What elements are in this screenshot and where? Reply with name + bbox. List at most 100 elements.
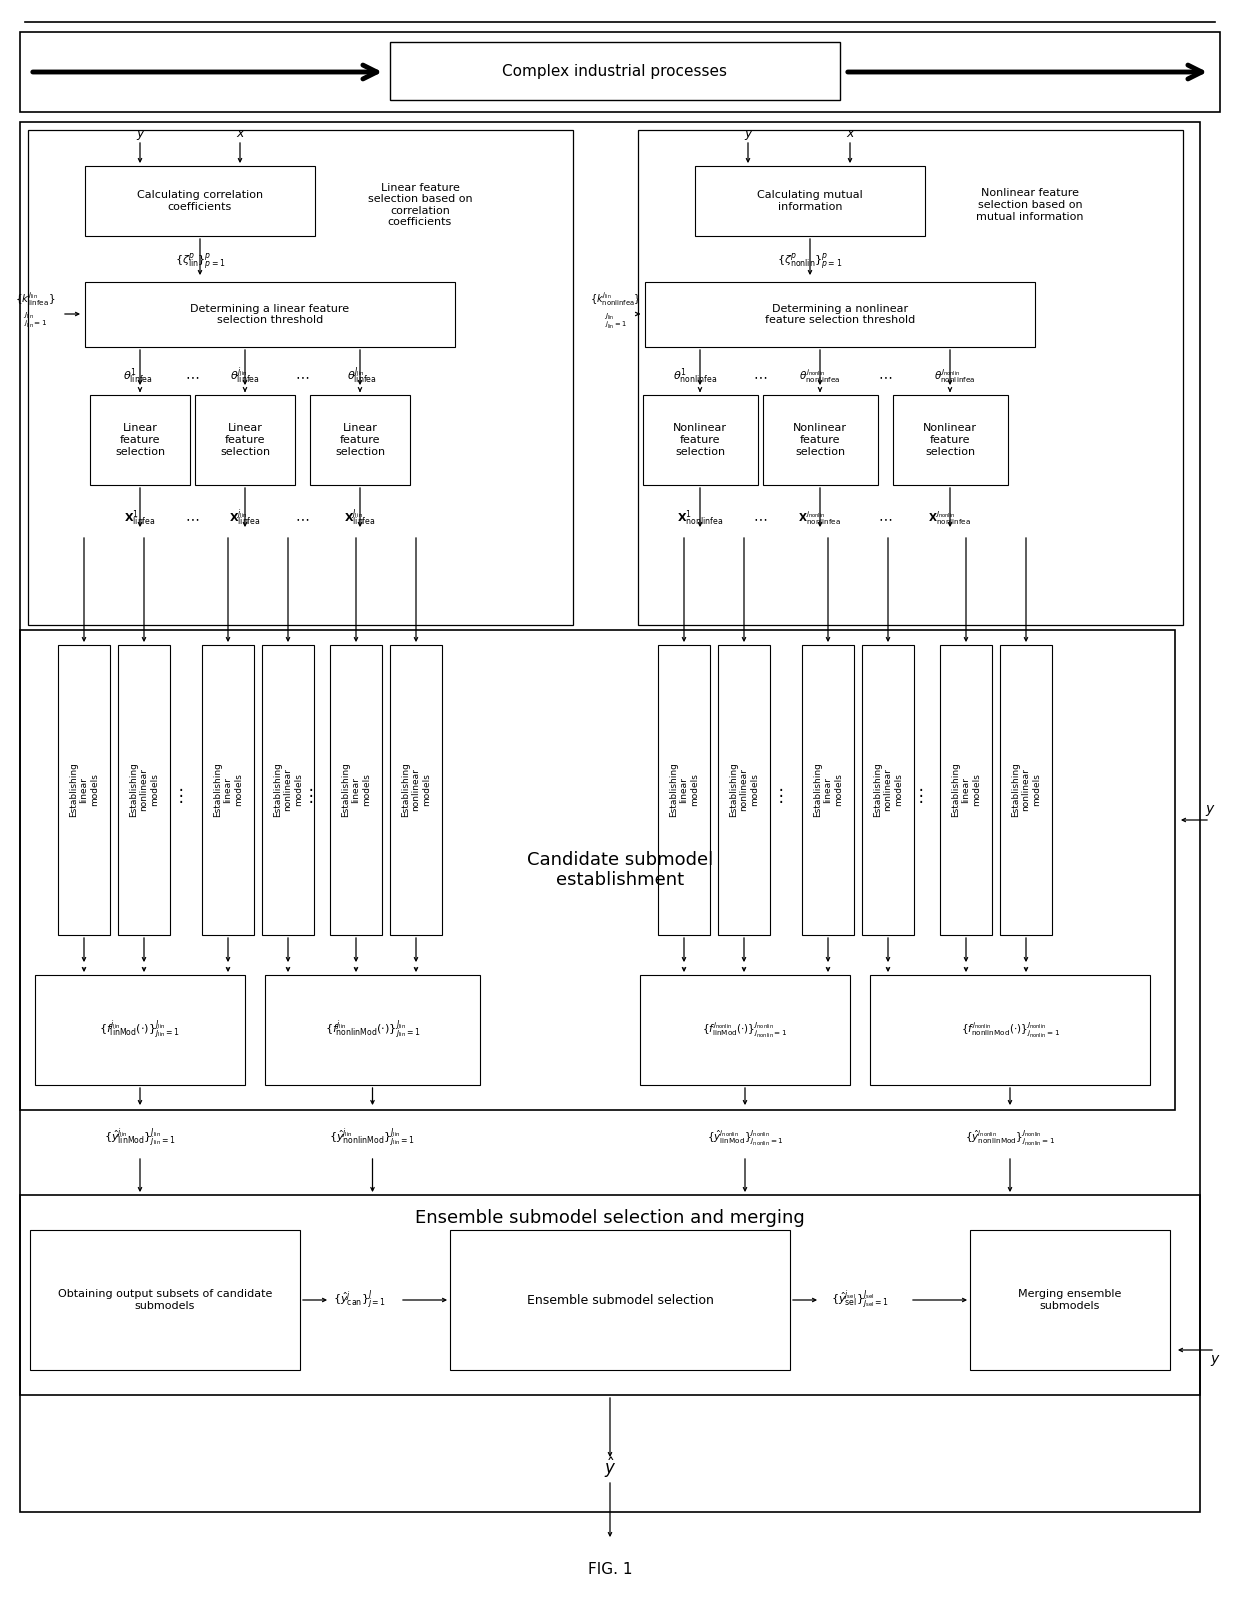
Text: $\vdots$: $\vdots$ — [913, 785, 924, 805]
Bar — [862, 644, 914, 935]
Text: x: x — [237, 127, 244, 139]
Text: $\{\hat{y}^{j_{\rm sel}}_{\rm sel}\}^{J_{\rm sel}}_{j_{\rm sel}=1}$: $\{\hat{y}^{j_{\rm sel}}_{\rm sel}\}^{J_… — [831, 1289, 889, 1311]
Text: Ensemble submodel selection and merging: Ensemble submodel selection and merging — [415, 1209, 805, 1226]
Text: Establishing
nonlinear
models: Establishing nonlinear models — [873, 763, 903, 818]
Text: Complex industrial processes: Complex industrial processes — [502, 64, 728, 79]
Text: $\{\zeta^p_{\rm nonlin}\}^p_{p=1}$: $\{\zeta^p_{\rm nonlin}\}^p_{p=1}$ — [777, 252, 843, 273]
Text: $\theta^{j_{\rm nonlin}}_{\rm nonlinfea}$: $\theta^{j_{\rm nonlin}}_{\rm nonlinfea}… — [800, 367, 841, 385]
Bar — [30, 1230, 300, 1371]
Text: $\cdots$: $\cdots$ — [753, 511, 768, 526]
Text: Candidate submodel
establishment: Candidate submodel establishment — [527, 851, 713, 890]
Text: $\cdots$: $\cdots$ — [185, 369, 200, 383]
Text: $\{\hat{y}^{j_{\rm lin}}_{\rm linMod}\}^{J_{\rm lin}}_{j_{\rm lin}=1}$: $\{\hat{y}^{j_{\rm lin}}_{\rm linMod}\}^… — [104, 1127, 176, 1149]
Bar — [763, 394, 878, 486]
Bar — [999, 644, 1052, 935]
Text: y: y — [136, 127, 144, 139]
Text: $\mathbf{X}^{j_{\rm lin}}_{\rm linfea}$: $\mathbf{X}^{j_{\rm lin}}_{\rm linfea}$ — [229, 508, 260, 529]
Text: $\vdots$: $\vdots$ — [773, 785, 784, 805]
Text: Linear
feature
selection: Linear feature selection — [219, 423, 270, 457]
Text: $\{k^{j_{\rm lin}}_{\rm nonlinfea}\}$
$^{J_{\rm lin}}_{j_{\rm lin}=1}$: $\{k^{j_{\rm lin}}_{\rm nonlinfea}\}$ $^… — [589, 290, 640, 330]
Bar — [694, 167, 925, 236]
Bar — [391, 42, 839, 99]
Text: $\{\hat{y}^j_{\rm can}\}^J_{j=1}$: $\{\hat{y}^j_{\rm can}\}^J_{j=1}$ — [334, 1289, 387, 1311]
Text: $\theta^1_{\rm linfea}$: $\theta^1_{\rm linfea}$ — [123, 365, 153, 386]
Text: Nonlinear feature
selection based on
mutual information: Nonlinear feature selection based on mut… — [976, 189, 1084, 221]
Text: $\mathbf{X}^1_{\rm nonlinfea}$: $\mathbf{X}^1_{\rm nonlinfea}$ — [677, 508, 723, 527]
Bar — [450, 1230, 790, 1371]
Bar — [35, 975, 246, 1085]
Text: $\{f^{j_{\rm lin}}_{\rm linMod}(\cdot)\}^{J_{\rm lin}}_{j_{\rm lin}=1}$: $\{f^{j_{\rm lin}}_{\rm linMod}(\cdot)\}… — [99, 1018, 181, 1042]
Text: $\cdots$: $\cdots$ — [295, 369, 310, 383]
Bar — [940, 644, 992, 935]
Text: $\{\hat{y}^{j_{\rm lin}}_{\rm nonlinMod}\}^{J_{\rm lin}}_{j_{\rm lin}=1}$: $\{\hat{y}^{j_{\rm lin}}_{\rm nonlinMod}… — [330, 1127, 415, 1149]
Bar — [639, 130, 1183, 625]
Text: Nonlinear
feature
selection: Nonlinear feature selection — [923, 423, 977, 457]
Text: $\cdots$: $\cdots$ — [878, 369, 892, 383]
Text: $y$: $y$ — [1204, 803, 1215, 818]
Bar — [20, 32, 1220, 112]
Text: Establishing
nonlinear
models: Establishing nonlinear models — [729, 763, 759, 818]
Bar — [330, 644, 382, 935]
Text: Establishing
linear
models: Establishing linear models — [951, 763, 981, 818]
Text: Ensemble submodel selection: Ensemble submodel selection — [527, 1294, 713, 1306]
Bar — [893, 394, 1007, 486]
Text: Linear
feature
selection: Linear feature selection — [115, 423, 165, 457]
Text: Linear
feature
selection: Linear feature selection — [335, 423, 386, 457]
Bar — [29, 130, 573, 625]
Bar — [58, 644, 110, 935]
Bar — [91, 394, 190, 486]
Text: $y$: $y$ — [1210, 1353, 1220, 1367]
Text: $\theta^{j_{\rm lin}}_{\rm linfea}$: $\theta^{j_{\rm lin}}_{\rm linfea}$ — [231, 365, 260, 386]
Text: $\vdots$: $\vdots$ — [172, 785, 184, 805]
Text: $\theta^{J_{\rm nonlin}}_{\rm nonlinfea}$: $\theta^{J_{\rm nonlin}}_{\rm nonlinfea}… — [934, 367, 976, 385]
Bar — [645, 282, 1035, 346]
Text: $\mathbf{X}^{J_{\rm lin}}_{\rm linfea}$: $\mathbf{X}^{J_{\rm lin}}_{\rm linfea}$ — [345, 508, 376, 529]
Text: Determining a linear feature
selection threshold: Determining a linear feature selection t… — [191, 303, 350, 325]
Bar — [86, 167, 315, 236]
Text: Calculating correlation
coefficients: Calculating correlation coefficients — [136, 191, 263, 212]
Text: $\cdots$: $\cdots$ — [185, 511, 200, 526]
Bar — [262, 644, 314, 935]
Text: $\{k^{j_{\rm lin}}_{\rm linfea}\}$
$^{J_{\rm lin}}_{j_{\rm lin}=1}$: $\{k^{j_{\rm lin}}_{\rm linfea}\}$ $^{J_… — [15, 290, 55, 330]
Bar — [970, 1230, 1171, 1371]
Text: Calculating mutual
information: Calculating mutual information — [758, 191, 863, 212]
Text: $\theta^{J_{\rm lin}}_{\rm linfea}$: $\theta^{J_{\rm lin}}_{\rm linfea}$ — [347, 365, 377, 386]
Text: $\{\hat{y}^{j_{\rm nonlin}}_{\rm nonlinMod}\}^{J_{\rm nonlin}}_{j_{\rm nonlin}=1: $\{\hat{y}^{j_{\rm nonlin}}_{\rm nonlinM… — [965, 1129, 1055, 1148]
Text: $\mathbf{X}^{j_{\rm nonlin}}_{\rm nonlinfea}$: $\mathbf{X}^{j_{\rm nonlin}}_{\rm nonlin… — [799, 510, 842, 527]
Text: FIG. 1: FIG. 1 — [588, 1563, 632, 1577]
Text: Nonlinear
feature
selection: Nonlinear feature selection — [673, 423, 727, 457]
Bar — [202, 644, 254, 935]
Text: $\{f^{j_{\rm nonlin}}_{\rm linMod}(\cdot)\}^{J_{\rm nonlin}}_{j_{\rm nonlin}=1}$: $\{f^{j_{\rm nonlin}}_{\rm linMod}(\cdot… — [702, 1021, 787, 1039]
Text: $\mathbf{X}^1_{\rm linfea}$: $\mathbf{X}^1_{\rm linfea}$ — [124, 508, 156, 527]
Text: Establishing
nonlinear
models: Establishing nonlinear models — [129, 763, 159, 818]
Bar — [20, 1194, 1200, 1395]
Text: Establishing
linear
models: Establishing linear models — [670, 763, 699, 818]
Text: Establishing
linear
models: Establishing linear models — [341, 763, 371, 818]
Bar — [195, 394, 295, 486]
Text: Merging ensemble
submodels: Merging ensemble submodels — [1018, 1289, 1122, 1311]
Text: $\{f^{j_{\rm lin}}_{\rm nonlinMod}(\cdot)\}^{J_{\rm lin}}_{j_{\rm lin}=1}$: $\{f^{j_{\rm lin}}_{\rm nonlinMod}(\cdot… — [325, 1018, 420, 1042]
Bar — [870, 975, 1149, 1085]
Text: $\hat{y}$: $\hat{y}$ — [604, 1456, 616, 1480]
Bar — [310, 394, 410, 486]
Text: x: x — [847, 127, 853, 139]
Bar — [265, 975, 480, 1085]
Text: $\{\zeta^p_{\rm lin}\}^p_{p=1}$: $\{\zeta^p_{\rm lin}\}^p_{p=1}$ — [175, 252, 226, 273]
Text: Obtaining output subsets of candidate
submodels: Obtaining output subsets of candidate su… — [58, 1289, 273, 1311]
Text: Linear feature
selection based on
correlation
coefficients: Linear feature selection based on correl… — [368, 183, 472, 228]
Text: $\{f^{j_{\rm nonlin}}_{\rm nonlinMod}(\cdot)\}^{J_{\rm nonlin}}_{j_{\rm nonlin}=: $\{f^{j_{\rm nonlin}}_{\rm nonlinMod}(\c… — [961, 1021, 1059, 1039]
Bar — [20, 122, 1200, 1512]
Bar — [118, 644, 170, 935]
Bar — [642, 394, 758, 486]
Bar — [658, 644, 711, 935]
Text: Nonlinear
feature
selection: Nonlinear feature selection — [794, 423, 847, 457]
Bar — [20, 630, 1176, 1109]
Bar — [802, 644, 854, 935]
Text: Establishing
linear
models: Establishing linear models — [213, 763, 243, 818]
Text: $\{\hat{y}^{j_{\rm nonlin}}_{\rm linMod}\}^{J_{\rm nonlin}}_{j_{\rm nonlin}=1}$: $\{\hat{y}^{j_{\rm nonlin}}_{\rm linMod}… — [707, 1129, 784, 1148]
Text: $\cdots$: $\cdots$ — [878, 511, 892, 526]
Text: $\vdots$: $\vdots$ — [303, 785, 314, 805]
Text: Determining a nonlinear
feature selection threshold: Determining a nonlinear feature selectio… — [765, 303, 915, 325]
Text: $\mathbf{X}^{J_{\rm nonlin}}_{\rm nonlinfea}$: $\mathbf{X}^{J_{\rm nonlin}}_{\rm nonlin… — [929, 510, 972, 527]
Text: Establishing
nonlinear
models: Establishing nonlinear models — [1011, 763, 1040, 818]
